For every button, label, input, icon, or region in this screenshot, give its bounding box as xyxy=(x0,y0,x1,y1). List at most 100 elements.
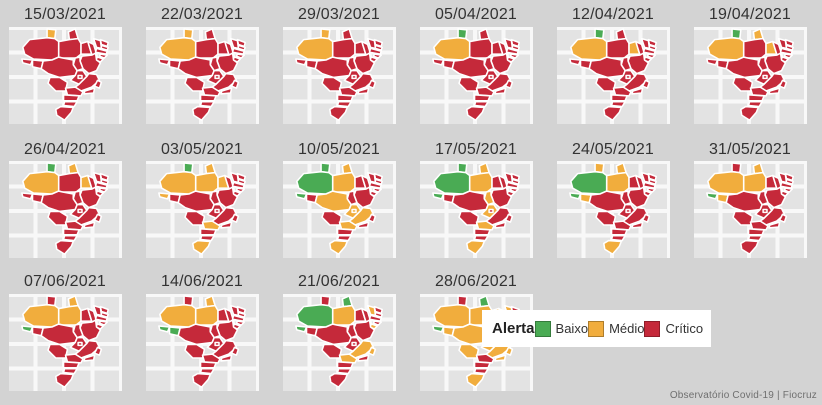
legend-swatch-critico-icon xyxy=(644,320,661,337)
state-RS xyxy=(739,105,759,121)
state-MT xyxy=(587,190,626,213)
map-date-label: 03/05/2021 xyxy=(160,140,244,158)
state-RS xyxy=(54,372,74,388)
state-AC xyxy=(431,325,444,333)
map-tile xyxy=(556,161,670,258)
legend-label-critico: Crítico xyxy=(665,321,704,336)
state-ES xyxy=(230,79,239,89)
map-date-label: 31/05/2021 xyxy=(708,140,792,158)
state-DF xyxy=(76,341,83,347)
state-MS xyxy=(46,210,68,226)
state-RS xyxy=(328,105,348,121)
state-AL xyxy=(235,187,245,193)
map-panel: 12/04/2021 xyxy=(556,3,670,124)
state-PA xyxy=(194,304,219,326)
state-ES xyxy=(367,79,376,89)
state-SC xyxy=(62,100,78,108)
state-MS xyxy=(320,76,342,92)
state-MS xyxy=(46,76,68,92)
state-AM xyxy=(158,303,196,328)
state-PE xyxy=(642,47,656,55)
state-AM xyxy=(569,36,607,61)
state-AC xyxy=(431,58,444,66)
state-SC xyxy=(747,100,763,108)
brazil-choropleth xyxy=(157,162,246,255)
state-ES xyxy=(778,213,787,223)
map-tile xyxy=(693,27,807,124)
map-date-label: 12/04/2021 xyxy=(571,6,655,23)
state-RS xyxy=(328,239,348,255)
state-PR xyxy=(62,94,80,102)
state-DF xyxy=(76,74,83,80)
state-SC xyxy=(336,100,352,108)
state-AM xyxy=(432,303,470,328)
state-PR xyxy=(473,228,491,236)
legend: Alerta Baixo Médio Crítico xyxy=(482,310,711,347)
state-AP xyxy=(67,162,79,175)
state-AP xyxy=(615,162,627,175)
map-tile xyxy=(145,27,259,124)
state-RS xyxy=(739,239,759,255)
state-PR xyxy=(610,228,628,236)
state-AC xyxy=(20,192,33,200)
state-DF xyxy=(350,341,357,347)
state-RS xyxy=(54,105,74,121)
state-MT xyxy=(176,56,215,79)
state-PA xyxy=(605,37,630,59)
state-DF xyxy=(76,208,83,214)
state-PR xyxy=(62,228,80,236)
map-date-label: 21/06/2021 xyxy=(297,273,381,290)
state-PE xyxy=(505,47,519,55)
state-PA xyxy=(331,304,356,326)
state-AM xyxy=(295,36,333,61)
state-SC xyxy=(62,367,78,375)
state-RS xyxy=(191,105,211,121)
state-RJ xyxy=(493,87,506,95)
state-RJ xyxy=(493,221,506,229)
state-PE xyxy=(368,47,382,55)
brazil-choropleth xyxy=(568,162,657,255)
state-AM xyxy=(21,170,59,195)
state-AC xyxy=(157,58,170,66)
map-panel: 24/05/2021 xyxy=(556,138,670,258)
state-ES xyxy=(93,79,102,89)
state-RJ xyxy=(82,221,95,229)
map-tile xyxy=(8,294,122,391)
map-date-label: 19/04/2021 xyxy=(708,6,792,23)
state-AL xyxy=(98,53,108,59)
state-PB xyxy=(100,44,109,52)
state-MT xyxy=(724,56,763,79)
state-SC xyxy=(747,234,763,242)
state-DF xyxy=(350,74,357,80)
state-SC xyxy=(62,234,78,242)
brazil-choropleth xyxy=(705,28,794,121)
map-panel: 05/04/2021 xyxy=(419,3,533,124)
state-PE xyxy=(368,314,382,322)
state-RJ xyxy=(82,87,95,95)
state-AM xyxy=(569,170,607,195)
state-SC xyxy=(199,100,215,108)
state-PE xyxy=(779,181,793,189)
state-AM xyxy=(706,170,744,195)
state-SP xyxy=(64,353,84,364)
state-PR xyxy=(336,228,354,236)
state-AC xyxy=(157,192,170,200)
state-PR xyxy=(199,228,217,236)
state-RJ xyxy=(493,354,506,362)
state-AL xyxy=(98,187,108,193)
state-PR xyxy=(62,361,80,369)
state-PB xyxy=(511,178,520,186)
state-PA xyxy=(331,37,356,59)
map-date-label: 26/04/2021 xyxy=(23,140,107,158)
state-AP xyxy=(67,28,79,41)
map-date-label: 14/06/2021 xyxy=(160,273,244,290)
map-tile xyxy=(693,161,807,258)
state-DF xyxy=(487,208,494,214)
map-date-label: 15/03/2021 xyxy=(23,6,107,23)
map-panel: 10/05/2021 xyxy=(282,138,396,258)
map-date-label: 24/05/2021 xyxy=(571,140,655,158)
state-MT xyxy=(313,323,352,346)
map-panel: 15/03/2021 xyxy=(8,3,122,124)
state-PB xyxy=(374,178,383,186)
state-AC xyxy=(568,58,581,66)
